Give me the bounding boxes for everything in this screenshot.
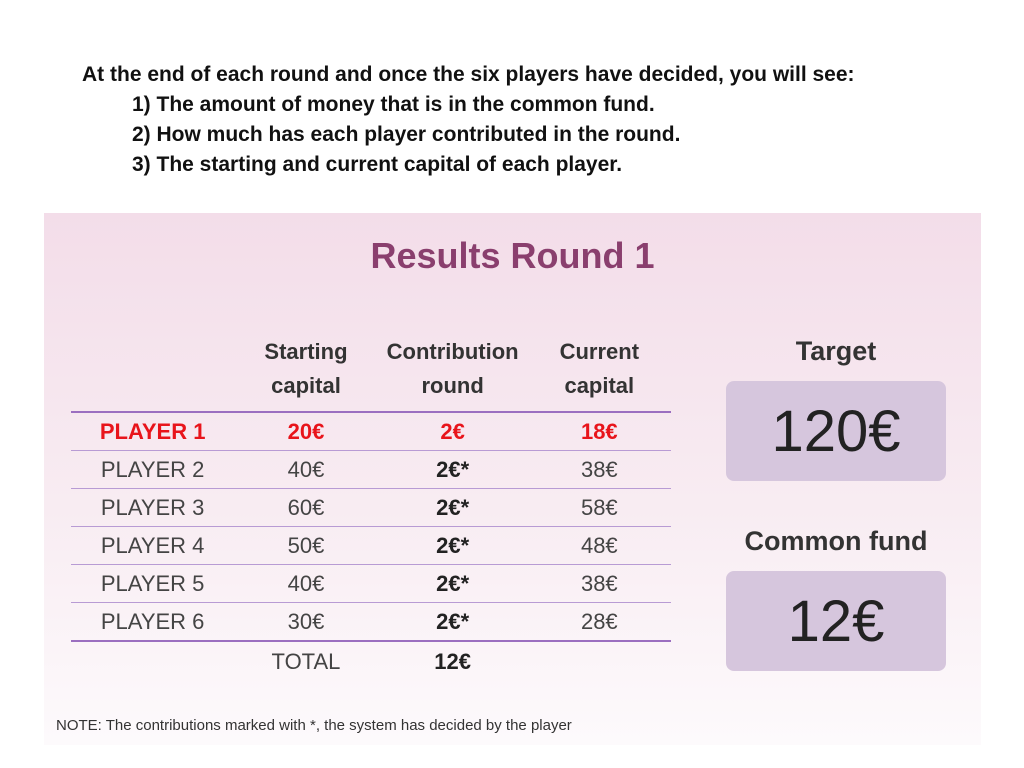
common-fund-value: 12€ — [787, 588, 885, 654]
total-label: TOTAL — [271, 649, 341, 674]
total-spacer — [71, 641, 234, 682]
contribution: 2€* — [377, 526, 528, 565]
instructions-item-3: 3) The starting and current capital of e… — [132, 153, 623, 176]
results-panel: Results Round 1 Starting capital Contrib… — [44, 213, 981, 745]
instructions-item-1: 1) The amount of money that is in the co… — [132, 93, 655, 116]
table-total-row: TOTAL 12€ — [71, 641, 671, 682]
table-row-player-5: PLAYER 5 40€ 2€* 38€ — [71, 564, 671, 603]
table-row-player-1: PLAYER 1 20€ 2€ 18€ — [71, 412, 671, 451]
column-header-contribution-round-label: Contribution round — [386, 339, 519, 398]
player-name: PLAYER 1 — [71, 412, 235, 451]
target-label: Target — [795, 336, 877, 366]
column-header-starting-capital: Starting capital — [234, 331, 377, 412]
contribution: 2€ — [377, 412, 528, 451]
player-name: PLAYER 5 — [71, 564, 235, 603]
instructions-heading: At the end of each round and once the si… — [82, 63, 855, 86]
current-capital: 38€ — [527, 564, 671, 603]
table-row-player-3: PLAYER 3 60€ 2€* 58€ — [71, 488, 671, 527]
table-row-player-4: PLAYER 4 50€ 2€* 48€ — [71, 526, 671, 565]
starting-capital: 50€ — [234, 526, 378, 565]
starting-capital: 40€ — [234, 450, 378, 489]
column-header-contribution-round: Contribution round — [378, 331, 528, 412]
starting-capital: 60€ — [234, 488, 378, 527]
target-value-box: 120€ — [726, 381, 946, 481]
contribution: 2€* — [377, 488, 528, 527]
table-row-player-6: PLAYER 6 30€ 2€* 28€ — [71, 602, 671, 642]
player-name: PLAYER 6 — [71, 602, 235, 642]
current-capital: 48€ — [527, 526, 671, 565]
table-row-player-2: PLAYER 2 40€ 2€* 38€ — [71, 450, 671, 489]
instructions-text: At the end of each round and once the si… — [82, 60, 982, 180]
current-capital: 38€ — [527, 450, 671, 489]
player-name: PLAYER 4 — [71, 526, 235, 565]
player-name: PLAYER 3 — [71, 488, 235, 527]
current-capital: 18€ — [527, 412, 671, 451]
total-value: 12€ — [434, 649, 471, 674]
common-fund-value-box: 12€ — [726, 571, 946, 671]
table-header-row: Starting capital Contribution round Curr… — [71, 331, 671, 412]
starting-capital: 20€ — [234, 412, 378, 451]
column-header-player — [71, 331, 234, 412]
column-header-current-capital-label: Current capital — [559, 339, 640, 398]
footnote: NOTE: The contributions marked with *, t… — [56, 717, 572, 734]
column-header-current-capital: Current capital — [528, 331, 671, 412]
column-header-starting-capital-label: Starting capital — [264, 339, 348, 398]
results-title: Results Round 1 — [370, 235, 655, 276]
target-value: 120€ — [771, 398, 901, 464]
contribution: 2€* — [377, 450, 528, 489]
current-capital: 58€ — [527, 488, 671, 527]
contribution: 2€* — [377, 602, 528, 642]
starting-capital: 40€ — [234, 564, 378, 603]
common-fund-label: Common fund — [744, 526, 928, 556]
current-capital: 28€ — [527, 602, 671, 642]
contribution: 2€* — [377, 564, 528, 603]
results-table: Starting capital Contribution round Curr… — [71, 331, 671, 682]
starting-capital: 30€ — [234, 602, 378, 642]
total-spacer-end — [528, 641, 671, 682]
instructions-item-2: 2) How much has each player contributed … — [132, 123, 681, 146]
player-name: PLAYER 2 — [71, 450, 235, 489]
